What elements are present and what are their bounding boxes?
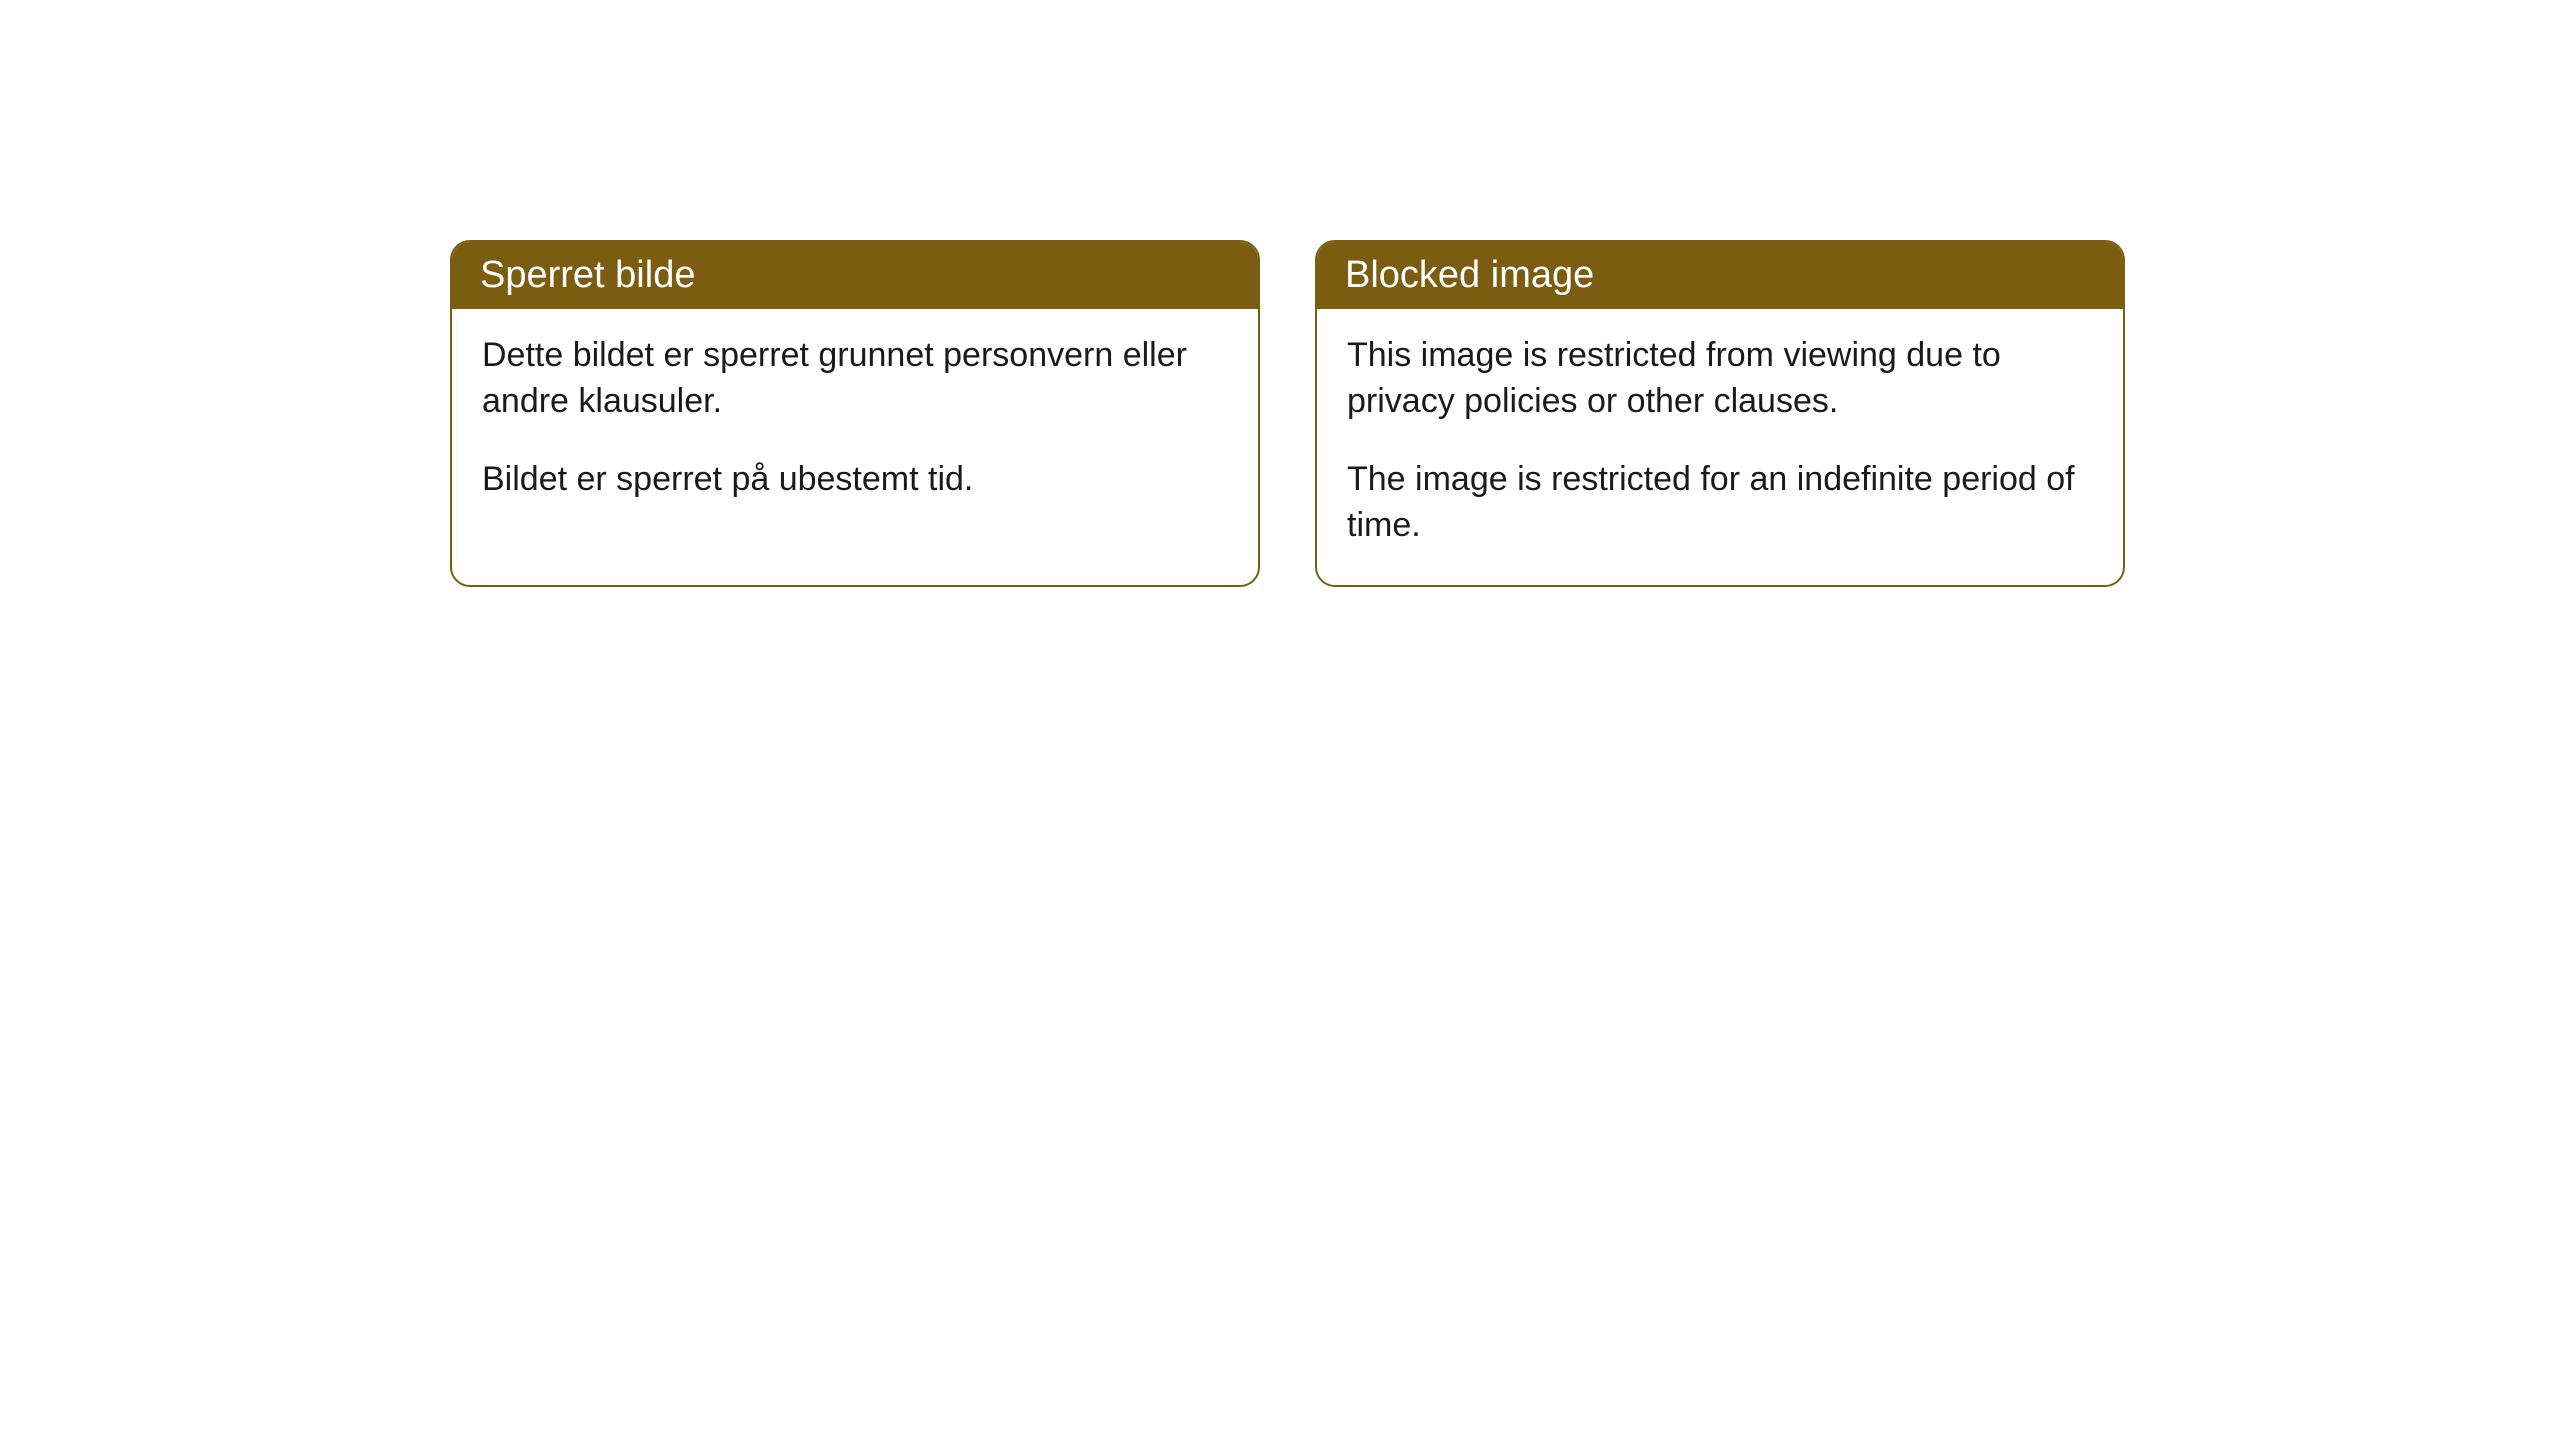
card-text-en-2: The image is restricted for an indefinit… <box>1347 457 2093 549</box>
card-body-en: This image is restricted from viewing du… <box>1317 309 2123 585</box>
card-text-no-1: Dette bildet er sperret grunnet personve… <box>482 333 1228 425</box>
card-header-no: Sperret bilde <box>452 242 1258 309</box>
card-text-en-1: This image is restricted from viewing du… <box>1347 333 2093 425</box>
notice-cards-container: Sperret bilde Dette bildet er sperret gr… <box>0 0 2560 587</box>
card-title-no: Sperret bilde <box>480 254 695 296</box>
blocked-image-card-no: Sperret bilde Dette bildet er sperret gr… <box>450 240 1260 587</box>
card-text-no-2: Bildet er sperret på ubestemt tid. <box>482 457 1228 503</box>
card-title-en: Blocked image <box>1345 254 1594 296</box>
blocked-image-card-en: Blocked image This image is restricted f… <box>1315 240 2125 587</box>
card-body-no: Dette bildet er sperret grunnet personve… <box>452 309 1258 539</box>
card-header-en: Blocked image <box>1317 242 2123 309</box>
